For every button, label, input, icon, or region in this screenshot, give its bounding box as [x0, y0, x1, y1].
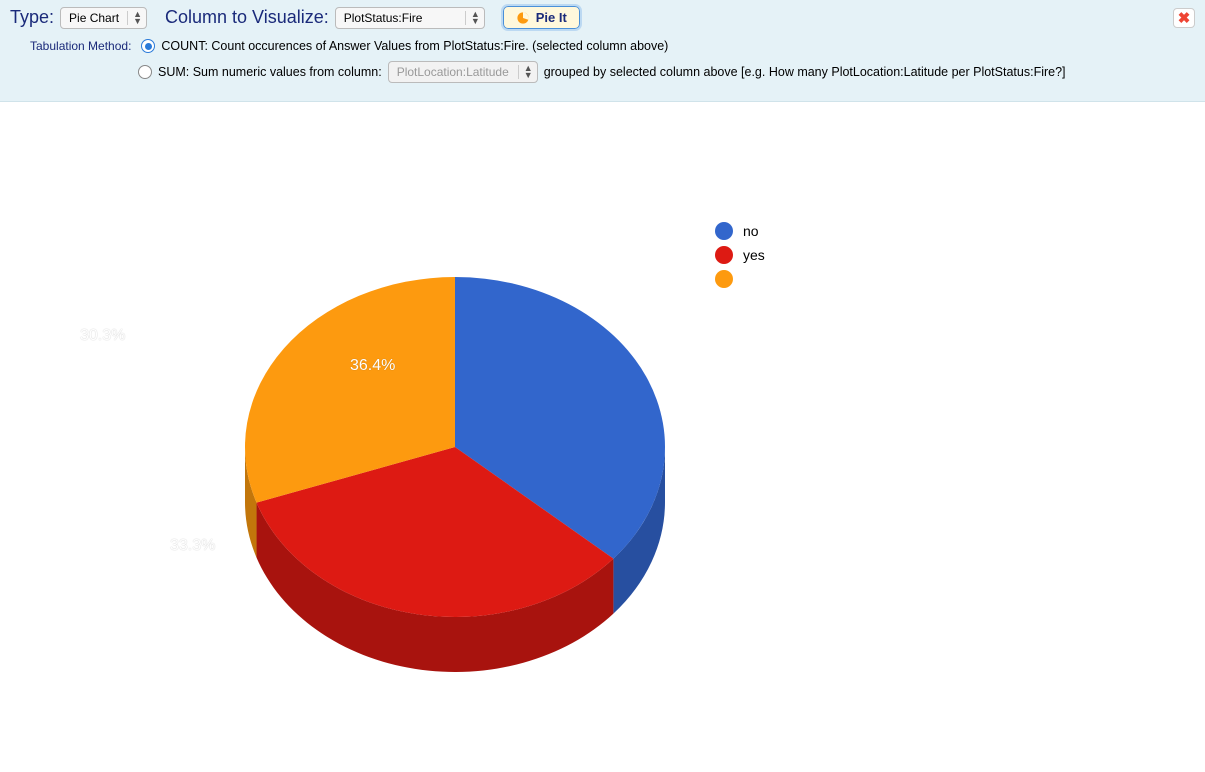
radio-sum[interactable]: [138, 65, 152, 79]
radio-count[interactable]: [141, 39, 155, 53]
legend-label: yes: [743, 247, 765, 263]
legend-item[interactable]: no: [715, 222, 765, 240]
close-button[interactable]: ✖: [1173, 8, 1195, 28]
pie-it-button[interactable]: Pie It: [503, 6, 580, 29]
tabulation-sum-row: SUM: Sum numeric values from column: Plo…: [138, 61, 1195, 83]
type-select-value: Pie Chart: [69, 11, 119, 25]
legend-item[interactable]: yes: [715, 246, 765, 264]
sum-column-select[interactable]: PlotLocation:Latitude ▲▼: [388, 61, 538, 83]
pie-chart-icon: [516, 11, 530, 25]
chart-area: no yes 36.4% 33.3% 30.3%: [0, 102, 1205, 742]
legend-dot-icon: [715, 246, 733, 264]
slice-percent-label: 33.3%: [170, 537, 215, 555]
row-chart-controls: Type: Pie Chart ▲▼ Column to Visualize: …: [10, 6, 1195, 29]
tab-method-label: Tabulation Method:: [30, 39, 131, 53]
column-select[interactable]: PlotStatus:Fire ▲▼: [335, 7, 485, 29]
sum-option-label: SUM: Sum numeric values from column:: [158, 65, 382, 79]
count-option-label: COUNT: Count occurences of Answer Values…: [161, 39, 668, 53]
control-panel: Type: Pie Chart ▲▼ Column to Visualize: …: [0, 0, 1205, 102]
pie-it-label: Pie It: [536, 10, 567, 25]
legend-label: no: [743, 223, 759, 239]
chart-legend: no yes: [715, 222, 765, 294]
select-arrows-icon: ▲▼: [471, 11, 480, 25]
legend-dot-icon: [715, 270, 733, 288]
sum-column-value: PlotLocation:Latitude: [397, 65, 510, 79]
type-label: Type:: [10, 7, 54, 28]
sum-option-suffix: grouped by selected column above [e.g. H…: [544, 65, 1066, 79]
column-label: Column to Visualize:: [165, 7, 329, 28]
close-icon: ✖: [1178, 9, 1191, 27]
type-select[interactable]: Pie Chart ▲▼: [60, 7, 147, 29]
column-select-value: PlotStatus:Fire: [344, 11, 457, 25]
legend-dot-icon: [715, 222, 733, 240]
slice-percent-label: 36.4%: [350, 357, 395, 375]
select-arrows-icon: ▲▼: [524, 65, 533, 79]
legend-item[interactable]: [715, 270, 765, 288]
pie-chart: [240, 232, 670, 662]
tabulation-count-row: Tabulation Method: COUNT: Count occurenc…: [10, 39, 1195, 53]
slice-percent-label: 30.3%: [80, 327, 125, 345]
select-arrows-icon: ▲▼: [133, 11, 142, 25]
